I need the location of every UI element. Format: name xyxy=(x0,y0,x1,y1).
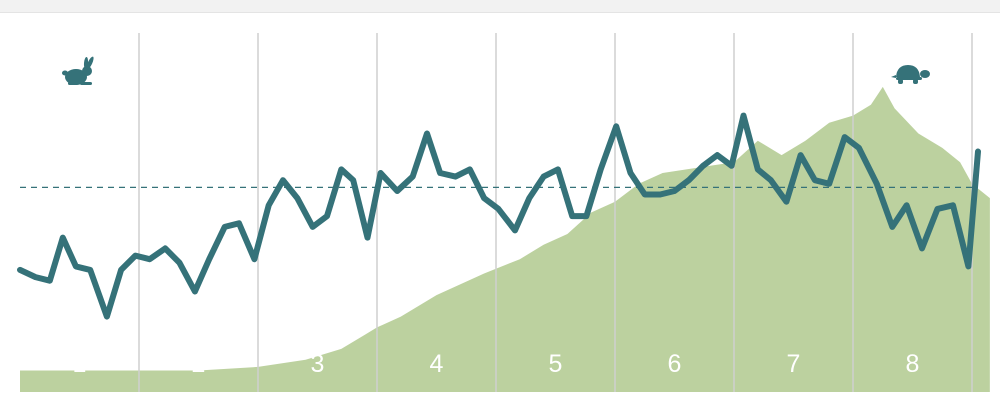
turtle-icon xyxy=(891,65,930,84)
x-tick-label: 5 xyxy=(549,350,563,378)
x-tick-label: 6 xyxy=(668,350,682,378)
grid-lines xyxy=(138,33,973,392)
x-tick-label: 3 xyxy=(311,350,325,378)
x-tick-label: 8 xyxy=(906,350,920,378)
pace-line xyxy=(17,112,981,320)
elevation-area xyxy=(20,86,990,393)
top-bar xyxy=(0,0,1000,13)
x-tick-label: 7 xyxy=(787,350,801,378)
hare-icon xyxy=(62,56,94,85)
x-tick-label: 4 xyxy=(430,350,444,378)
x-tick-label: 1 xyxy=(73,350,87,378)
x-tick-label: 2 xyxy=(192,350,206,378)
x-axis-labels: 1 2 3 4 5 6 7 8 xyxy=(73,350,920,378)
